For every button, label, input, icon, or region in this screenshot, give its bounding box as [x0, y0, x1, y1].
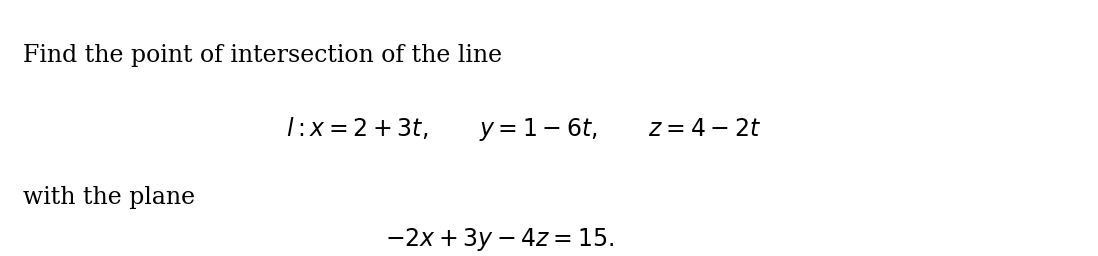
Text: Find the point of intersection of the line: Find the point of intersection of the li…	[23, 44, 503, 67]
Text: $-2x + 3y - 4z = 15.$: $-2x + 3y - 4z = 15.$	[384, 226, 614, 253]
Text: $l : x = 2 + 3t, \qquad y = 1 - 6t, \qquad z = 4 - 2t$: $l : x = 2 + 3t, \qquad y = 1 - 6t, \qqu…	[287, 115, 761, 143]
Text: with the plane: with the plane	[23, 186, 195, 209]
